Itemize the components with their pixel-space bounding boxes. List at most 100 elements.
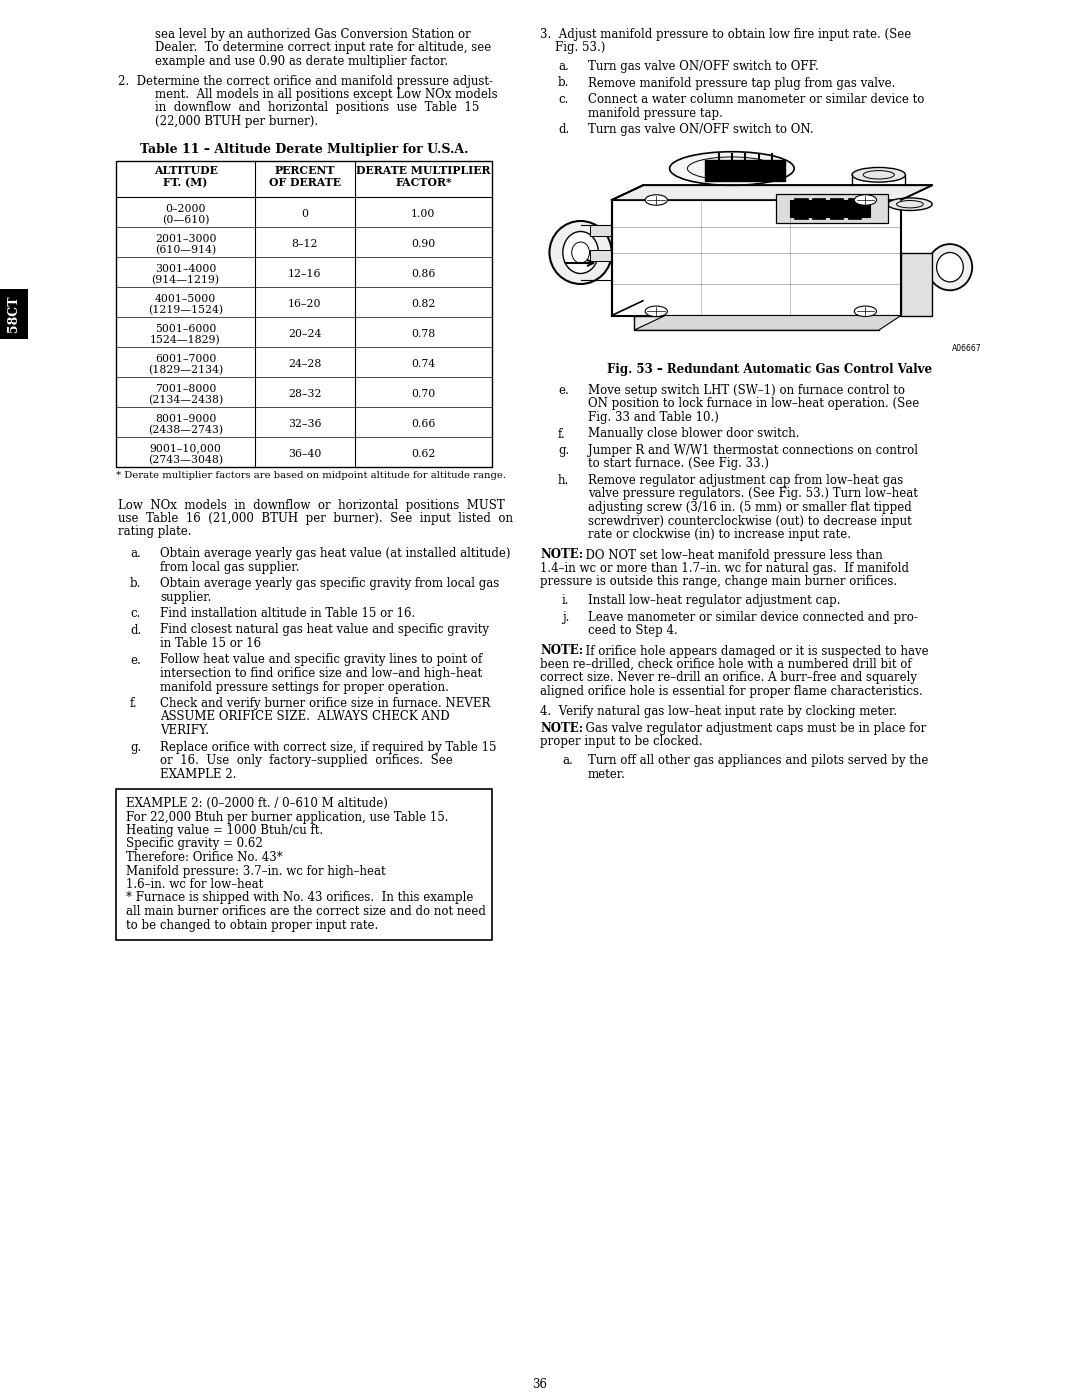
Text: 3.  Adjust manifold pressure to obtain low fire input rate. (See: 3. Adjust manifold pressure to obtain lo… [540, 28, 912, 41]
Text: Manifold pressure: 3.7–in. wc for high–heat: Manifold pressure: 3.7–in. wc for high–h… [126, 865, 386, 877]
Text: Dealer.  To determine correct input rate for altitude, see: Dealer. To determine correct input rate … [156, 42, 491, 54]
Text: 36: 36 [532, 1377, 548, 1391]
Ellipse shape [550, 221, 611, 284]
Bar [705, 161, 785, 182]
Text: to be changed to obtain proper input rate.: to be changed to obtain proper input rat… [126, 918, 378, 932]
Text: d.: d. [130, 623, 141, 637]
Text: 1.4–in wc or more than 1.7–in. wc for natural gas.  If manifold: 1.4–in wc or more than 1.7–in. wc for na… [540, 562, 909, 576]
Text: 0.70: 0.70 [411, 388, 435, 400]
Ellipse shape [852, 168, 905, 182]
Bar [848, 198, 861, 219]
Bar [777, 194, 888, 224]
Text: Find closest natural gas heat value and specific gravity: Find closest natural gas heat value and … [160, 623, 489, 637]
Text: pressure is outside this range, change main burner orifices.: pressure is outside this range, change m… [540, 576, 897, 588]
Text: Manually close blower door switch.: Manually close blower door switch. [588, 427, 799, 440]
Text: b.: b. [130, 577, 141, 590]
Bar [590, 225, 611, 236]
Ellipse shape [928, 244, 972, 291]
Text: 4001–5000: 4001–5000 [154, 293, 216, 303]
Text: Follow heat value and specific gravity lines to point of: Follow heat value and specific gravity l… [160, 654, 483, 666]
Text: a.: a. [558, 60, 569, 73]
Text: * Furnace is shipped with No. 43 orifices.  In this example: * Furnace is shipped with No. 43 orifice… [126, 891, 473, 904]
Text: Therefore: Orifice No. 43*: Therefore: Orifice No. 43* [126, 851, 283, 863]
Text: (914—1219): (914—1219) [151, 274, 219, 285]
Text: correct size. Never re–drill an orifice. A burr–free and squarely: correct size. Never re–drill an orifice.… [540, 672, 917, 685]
Text: 20–24: 20–24 [288, 330, 322, 339]
Text: A06667: A06667 [951, 344, 981, 353]
Circle shape [854, 306, 877, 317]
Text: 9001–10,000: 9001–10,000 [150, 443, 221, 454]
Text: 5001–6000: 5001–6000 [154, 324, 216, 334]
Text: h.: h. [558, 474, 569, 488]
Text: g.: g. [130, 740, 141, 753]
Bar [794, 198, 808, 219]
Text: c.: c. [558, 94, 568, 106]
Text: 28–32: 28–32 [288, 388, 322, 400]
Text: 0.86: 0.86 [411, 270, 435, 279]
Text: Install low–heat regulator adjustment cap.: Install low–heat regulator adjustment ca… [588, 594, 840, 608]
Text: FACTOR*: FACTOR* [395, 177, 451, 189]
Text: EXAMPLE 2: (0–2000 ft. / 0–610 M altitude): EXAMPLE 2: (0–2000 ft. / 0–610 M altitud… [126, 798, 388, 810]
Text: all main burner orifices are the correct size and do not need: all main burner orifices are the correct… [126, 905, 486, 918]
Text: Remove manifold pressure tap plug from gas valve.: Remove manifold pressure tap plug from g… [588, 77, 895, 89]
Text: Low  NOx  models  in  downflow  or  horizontal  positions  MUST: Low NOx models in downflow or horizontal… [118, 499, 504, 511]
Text: manifold pressure tap.: manifold pressure tap. [588, 106, 723, 120]
Text: or  16.  Use  only  factory–supplied  orifices.  See: or 16. Use only factory–supplied orifice… [160, 754, 453, 767]
Text: Turn off all other gas appliances and pilots served by the: Turn off all other gas appliances and pi… [588, 754, 929, 767]
Text: 0.74: 0.74 [411, 359, 435, 369]
Text: rate or clockwise (in) to increase input rate.: rate or clockwise (in) to increase input… [588, 528, 851, 541]
Text: (2438—2743): (2438—2743) [148, 425, 224, 434]
Text: NOTE:: NOTE: [540, 644, 583, 658]
Bar [789, 200, 869, 217]
Text: 32–36: 32–36 [288, 419, 322, 429]
Text: Check and verify burner orifice size in furnace. NEVER: Check and verify burner orifice size in … [160, 697, 490, 710]
Text: (1219—1524): (1219—1524) [148, 305, 224, 314]
Text: Jumper R and W/W1 thermostat connections on control: Jumper R and W/W1 thermostat connections… [588, 444, 918, 457]
Text: 2001–3000: 2001–3000 [154, 233, 216, 243]
Text: Obtain average yearly gas heat value (at installed altitude): Obtain average yearly gas heat value (at… [160, 548, 511, 560]
Text: 0–2000: 0–2000 [165, 204, 206, 214]
Text: meter.: meter. [588, 767, 626, 781]
Text: 0: 0 [301, 210, 309, 219]
Text: (2134—2438): (2134—2438) [148, 394, 224, 405]
Text: If orifice hole appears damaged or it is suspected to have: If orifice hole appears damaged or it is… [578, 644, 929, 658]
Ellipse shape [936, 253, 963, 282]
Text: 16–20: 16–20 [288, 299, 322, 309]
Polygon shape [611, 186, 932, 200]
Text: OF DERATE: OF DERATE [269, 177, 341, 189]
Text: Move setup switch LHT (SW–1) on furnace control to: Move setup switch LHT (SW–1) on furnace … [588, 384, 905, 397]
Text: 36–40: 36–40 [288, 448, 322, 460]
Text: valve pressure regulators. (See Fig. 53.) Turn low–heat: valve pressure regulators. (See Fig. 53.… [588, 488, 918, 500]
Text: NOTE:: NOTE: [540, 722, 583, 735]
Text: 58CT: 58CT [8, 295, 21, 331]
Text: a.: a. [130, 548, 140, 560]
Text: adjusting screw (3/16 in. (5 mm) or smaller flat tipped: adjusting screw (3/16 in. (5 mm) or smal… [588, 502, 912, 514]
Text: use  Table  16  (21,000  BTUH  per  burner).  See  input  listed  on: use Table 16 (21,000 BTUH per burner). S… [118, 511, 513, 525]
Text: ALTITUDE: ALTITUDE [153, 165, 217, 176]
Text: manifold pressure settings for proper operation.: manifold pressure settings for proper op… [160, 680, 449, 693]
Text: 0.66: 0.66 [411, 419, 435, 429]
Bar [611, 200, 901, 316]
Text: f.: f. [558, 427, 566, 440]
Text: screwdriver) counterclockwise (out) to decrease input: screwdriver) counterclockwise (out) to d… [588, 514, 912, 528]
Text: 0.82: 0.82 [411, 299, 435, 309]
Text: NOTE:: NOTE: [540, 549, 583, 562]
Text: Fig. 53.): Fig. 53.) [540, 42, 606, 54]
Text: e.: e. [130, 654, 140, 666]
Text: DERATE MULTIPLIER: DERATE MULTIPLIER [356, 165, 490, 176]
Text: (610—914): (610—914) [154, 244, 216, 254]
Text: 0.78: 0.78 [411, 330, 435, 339]
Text: 24–28: 24–28 [288, 359, 322, 369]
Text: been re–drilled, check orifice hole with a numbered drill bit of: been re–drilled, check orifice hole with… [540, 658, 912, 671]
Text: Turn gas valve ON/OFF switch to OFF.: Turn gas valve ON/OFF switch to OFF. [588, 60, 819, 73]
Text: (1829—2134): (1829—2134) [148, 365, 224, 374]
Text: rating plate.: rating plate. [118, 525, 191, 538]
Text: j.: j. [562, 610, 569, 623]
Text: EXAMPLE 2.: EXAMPLE 2. [160, 767, 237, 781]
Text: f.: f. [130, 697, 137, 710]
Text: 12–16: 12–16 [288, 270, 322, 279]
Text: Turn gas valve ON/OFF switch to ON.: Turn gas valve ON/OFF switch to ON. [588, 123, 813, 136]
Text: sea level by an authorized Gas Conversion Station or: sea level by an authorized Gas Conversio… [156, 28, 471, 41]
Bar [829, 198, 843, 219]
Text: Connect a water column manometer or similar device to: Connect a water column manometer or simi… [588, 94, 924, 106]
